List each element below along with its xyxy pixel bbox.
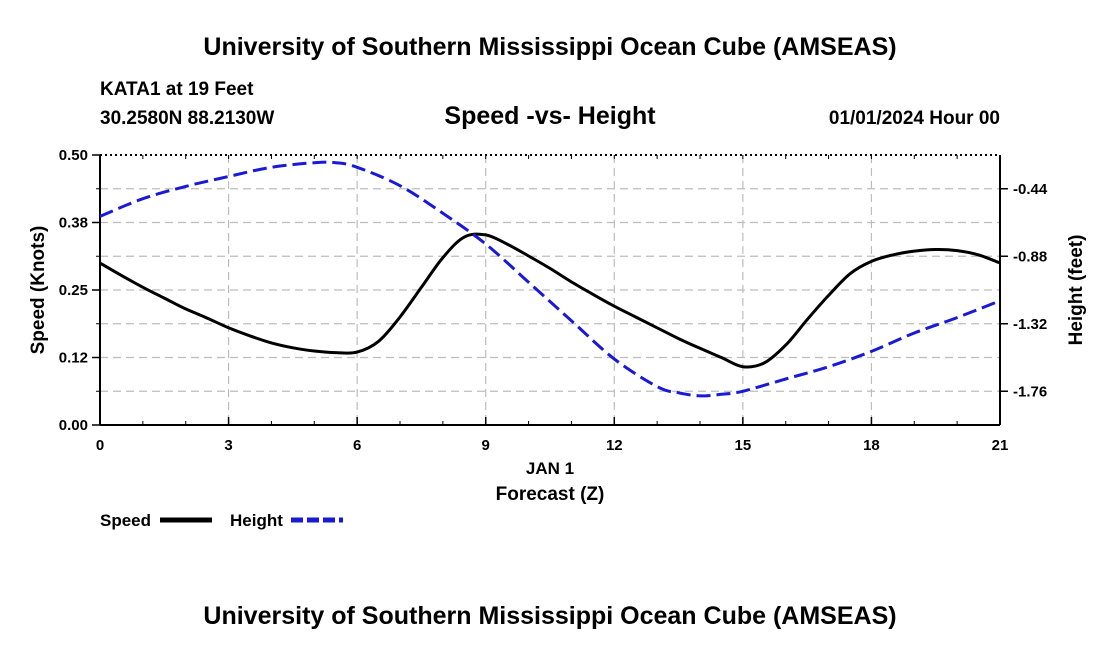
x-tick-label: 15 — [735, 437, 752, 454]
legend-label-speed: Speed — [100, 511, 151, 530]
main-title: University of Southern Mississippi Ocean… — [203, 33, 896, 61]
y-tick-label: 0.50 — [59, 147, 88, 164]
x-tick-label: 9 — [482, 437, 490, 454]
forecast-datetime: 01/01/2024 Hour 00 — [829, 108, 1000, 129]
x-tick-label: 21 — [992, 437, 1009, 454]
series-line-speed — [99, 232, 1001, 369]
y-tick-label: 0.00 — [59, 417, 88, 434]
grid — [100, 155, 1000, 425]
y2-tick-label: -0.88 — [1013, 248, 1047, 265]
legend-label-height: Height — [230, 511, 283, 530]
x-axis-date-label: JAN 1 — [526, 459, 574, 478]
axis-labels: 0 3 6 9 12 15 18 21 0.00 0.12 0.25 0.38 0.50 -0.44 -0.… — [59, 147, 1048, 454]
footer-title: University of Southern Mississippi Ocean… — [203, 602, 896, 630]
station-label: KATA1 at 19 Feet — [100, 79, 254, 100]
y2-tick-label: -1.32 — [1013, 316, 1047, 333]
y-axis-title: Speed (Knots) — [28, 226, 49, 355]
y2-axis-title: Height (feet) — [1066, 235, 1087, 346]
y-tick-label: 0.38 — [59, 215, 88, 232]
x-tick-label: 6 — [353, 437, 361, 454]
series — [99, 160, 1001, 398]
x-tick-label: 18 — [863, 437, 880, 454]
y-tick-label: 0.12 — [59, 350, 88, 367]
y2-tick-label: -0.44 — [1013, 181, 1048, 198]
x-tick-label: 0 — [96, 437, 104, 454]
station-coords: 30.2580N 88.2130W — [100, 108, 274, 129]
x-tick-label: 3 — [224, 437, 232, 454]
axes — [92, 154, 1008, 426]
y-tick-label: 0.25 — [59, 282, 88, 299]
series-line-height — [99, 160, 1001, 398]
y2-tick-label: -1.76 — [1013, 383, 1047, 400]
x-tick-label: 12 — [606, 437, 623, 454]
chart-title: Speed -vs- Height — [444, 102, 656, 130]
legend: Speed Height — [100, 511, 343, 530]
x-axis-title: Forecast (Z) — [496, 484, 605, 505]
